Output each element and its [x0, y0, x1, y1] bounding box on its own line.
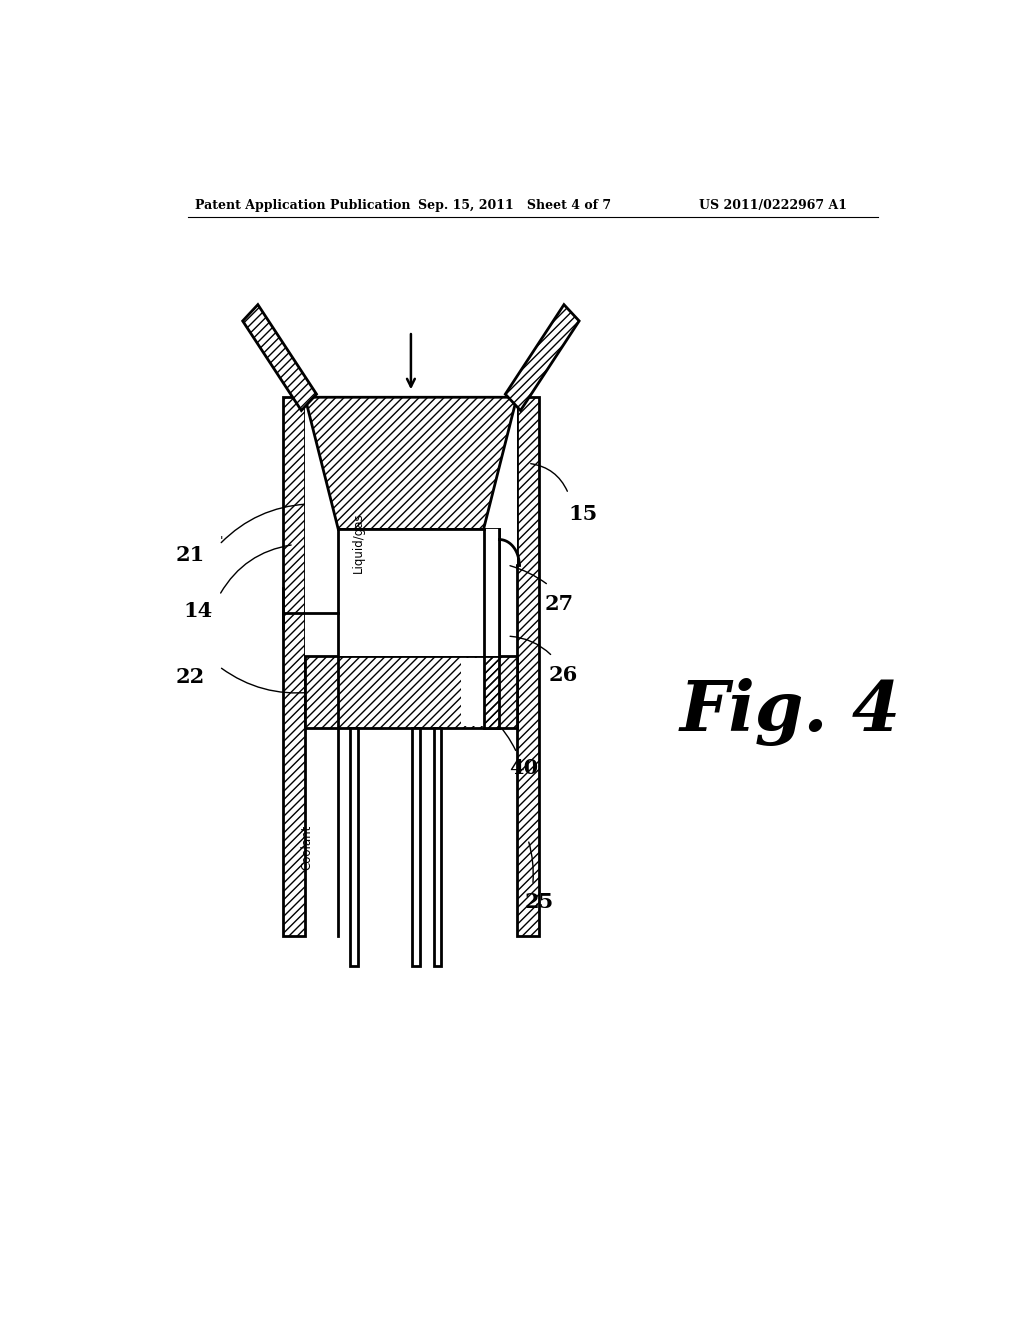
Text: Fig. 4: Fig. 4 [680, 678, 901, 746]
Text: 21: 21 [176, 545, 205, 565]
Bar [500, 397, 517, 565]
Text: Liquid/gas: Liquid/gas [351, 512, 365, 573]
Text: 15: 15 [568, 504, 598, 524]
Bar [517, 397, 539, 936]
Bar [305, 397, 517, 936]
Bar [283, 397, 305, 936]
Text: Coolant: Coolant [300, 824, 313, 870]
Text: 25: 25 [524, 892, 554, 912]
Bar [305, 397, 338, 727]
Text: Sep. 15, 2011   Sheet 4 of 7: Sep. 15, 2011 Sheet 4 of 7 [418, 199, 610, 213]
Bar [483, 529, 500, 727]
Text: 26: 26 [549, 665, 578, 685]
Bar [461, 659, 483, 726]
Text: ': ' [220, 535, 223, 548]
Text: 40: 40 [509, 758, 538, 779]
Text: Patent Application Publication: Patent Application Publication [196, 199, 411, 213]
Polygon shape [305, 397, 517, 529]
Text: 22: 22 [176, 667, 205, 686]
Text: 14: 14 [183, 601, 213, 620]
Bar [433, 727, 441, 966]
Text: US 2011/0222967 A1: US 2011/0222967 A1 [699, 199, 848, 213]
Bar [483, 529, 500, 727]
Bar [412, 727, 420, 966]
Bar [305, 656, 517, 727]
Polygon shape [243, 305, 316, 411]
Text: 27: 27 [545, 594, 573, 614]
Bar [517, 397, 539, 936]
Polygon shape [505, 305, 580, 411]
Bar [338, 529, 500, 656]
Bar [305, 656, 517, 727]
Bar [283, 397, 305, 936]
Bar [350, 727, 358, 966]
